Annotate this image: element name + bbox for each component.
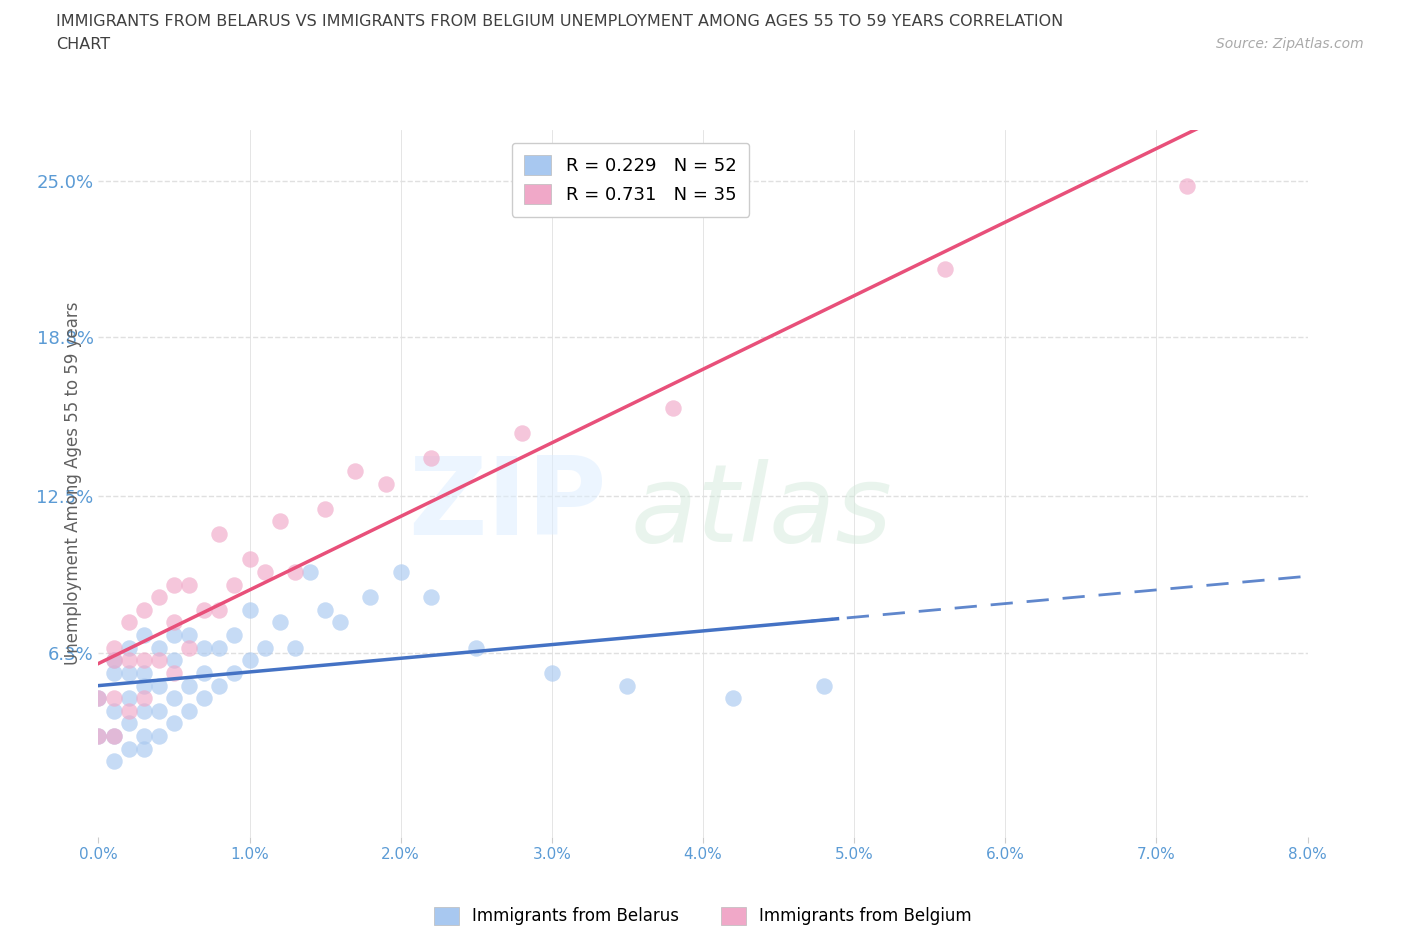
Point — [208, 678, 231, 693]
Point — [224, 666, 246, 681]
Point — [208, 640, 231, 655]
Point — [148, 728, 170, 743]
Point — [314, 501, 336, 516]
Point — [723, 691, 745, 706]
Point — [193, 691, 215, 706]
Text: IMMIGRANTS FROM BELARUS VS IMMIGRANTS FROM BELGIUM UNEMPLOYMENT AMONG AGES 55 TO: IMMIGRANTS FROM BELARUS VS IMMIGRANTS FR… — [56, 14, 1063, 29]
Point — [284, 565, 307, 579]
Point — [239, 551, 262, 566]
Point — [118, 653, 141, 668]
Y-axis label: Unemployment Among Ages 55 to 59 years: Unemployment Among Ages 55 to 59 years — [63, 302, 82, 665]
Point — [299, 565, 322, 579]
Point — [118, 640, 141, 655]
Point — [87, 728, 110, 743]
Point — [118, 703, 141, 718]
Point — [118, 741, 141, 756]
Point — [179, 703, 201, 718]
Point — [239, 653, 262, 668]
Point — [132, 741, 155, 756]
Point — [87, 691, 110, 706]
Point — [813, 678, 835, 693]
Point — [208, 603, 231, 618]
Point — [132, 653, 155, 668]
Point — [163, 691, 186, 706]
Text: Source: ZipAtlas.com: Source: ZipAtlas.com — [1216, 37, 1364, 51]
Point — [208, 526, 231, 541]
Point — [179, 628, 201, 643]
Point — [179, 640, 201, 655]
Point — [163, 628, 186, 643]
Point — [103, 653, 125, 668]
Point — [132, 603, 155, 618]
Point — [662, 401, 685, 416]
Point — [179, 678, 201, 693]
Text: atlas: atlas — [630, 459, 893, 565]
Point — [148, 640, 170, 655]
Point — [284, 640, 307, 655]
Point — [420, 451, 443, 466]
Point — [103, 640, 125, 655]
Point — [87, 728, 110, 743]
Point — [389, 565, 412, 579]
Text: ZIP: ZIP — [408, 452, 606, 558]
Point — [103, 754, 125, 769]
Legend: Immigrants from Belarus, Immigrants from Belgium: Immigrants from Belarus, Immigrants from… — [426, 898, 980, 930]
Text: CHART: CHART — [56, 37, 110, 52]
Point — [253, 640, 276, 655]
Point — [224, 578, 246, 592]
Point — [1175, 179, 1198, 193]
Point — [118, 716, 141, 731]
Point — [269, 615, 291, 630]
Point — [329, 615, 352, 630]
Point — [179, 578, 201, 592]
Point — [934, 261, 956, 276]
Point — [163, 653, 186, 668]
Point — [163, 578, 186, 592]
Point — [148, 678, 170, 693]
Point — [148, 703, 170, 718]
Point — [132, 703, 155, 718]
Point — [541, 666, 564, 681]
Point — [118, 615, 141, 630]
Point — [193, 603, 215, 618]
Point — [239, 603, 262, 618]
Point — [118, 691, 141, 706]
Point — [103, 666, 125, 681]
Point — [132, 666, 155, 681]
Point — [87, 691, 110, 706]
Point — [103, 703, 125, 718]
Point — [253, 565, 276, 579]
Point — [224, 628, 246, 643]
Point — [103, 728, 125, 743]
Point — [465, 640, 488, 655]
Point — [616, 678, 638, 693]
Point — [103, 653, 125, 668]
Point — [118, 666, 141, 681]
Point — [148, 590, 170, 604]
Point — [193, 640, 215, 655]
Point — [103, 728, 125, 743]
Point — [103, 691, 125, 706]
Point — [163, 615, 186, 630]
Point — [360, 590, 382, 604]
Point — [132, 728, 155, 743]
Point — [132, 691, 155, 706]
Point — [163, 716, 186, 731]
Point — [314, 603, 336, 618]
Point — [374, 476, 396, 491]
Point — [344, 463, 367, 478]
Point — [163, 666, 186, 681]
Point — [269, 514, 291, 529]
Point — [193, 666, 215, 681]
Point — [510, 426, 533, 441]
Point — [148, 653, 170, 668]
Point — [132, 628, 155, 643]
Point — [132, 678, 155, 693]
Point — [420, 590, 443, 604]
